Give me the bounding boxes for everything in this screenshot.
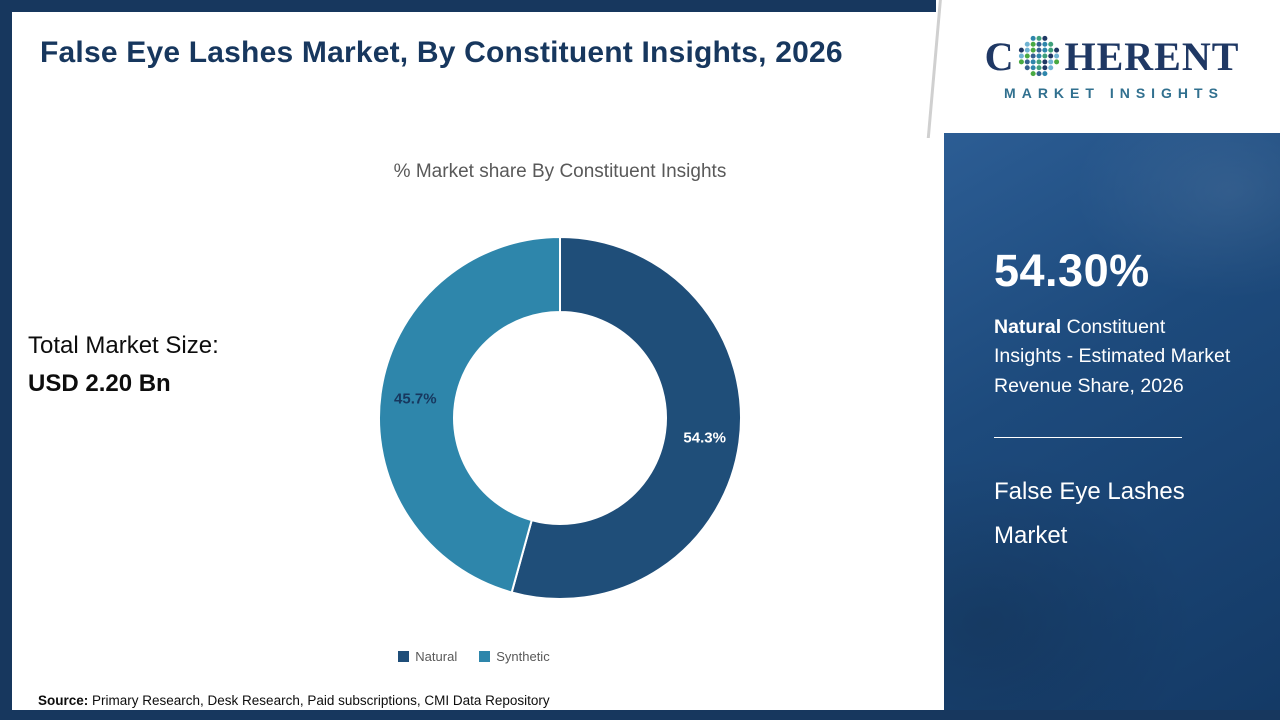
globe-dot bbox=[1025, 53, 1031, 59]
globe-dot bbox=[1042, 65, 1048, 71]
brand-logo: C HERENT MARKET INSIGHTS bbox=[944, 0, 1280, 133]
logo-divider bbox=[926, 0, 943, 138]
highlight-description: Natural Constituent Insights - Estimated… bbox=[994, 313, 1232, 401]
brand-letters-rest: HERENT bbox=[1064, 33, 1240, 79]
donut-slice-synthetic bbox=[378, 235, 561, 594]
source-line: Source: Primary Research, Desk Research,… bbox=[38, 693, 550, 708]
slice-label-natural: 54.3% bbox=[683, 430, 726, 447]
slice-label-synthetic: 45.7% bbox=[394, 390, 437, 407]
legend-item-synthetic: Synthetic bbox=[479, 649, 550, 664]
frame-top-bar bbox=[0, 0, 936, 12]
globe-dot bbox=[1036, 35, 1042, 41]
total-market-size-value: USD 2.20 Bn bbox=[28, 369, 171, 397]
legend-label-natural: Natural bbox=[415, 649, 458, 664]
legend-label-synthetic: Synthetic bbox=[496, 649, 550, 664]
globe-dot bbox=[1019, 59, 1025, 65]
sidebar-divider bbox=[994, 436, 1182, 438]
globe-dot bbox=[1042, 53, 1048, 59]
highlight-sidebar: 54.30% Natural Constituent Insights - Es… bbox=[944, 133, 1280, 710]
frame-left-bar bbox=[0, 0, 12, 720]
page-title: False Eye Lashes Market, By Constituent … bbox=[40, 36, 843, 69]
globe-dot bbox=[1019, 47, 1025, 53]
brand-letter-c: C bbox=[984, 33, 1015, 79]
globe-dot bbox=[1031, 65, 1037, 71]
globe-dot bbox=[1031, 35, 1037, 41]
brand-wordmark: C HERENT bbox=[985, 33, 1240, 80]
globe-dot bbox=[1036, 41, 1042, 47]
globe-dot bbox=[1036, 53, 1042, 59]
legend-swatch-natural bbox=[398, 651, 410, 662]
globe-dot bbox=[1048, 65, 1054, 71]
chart-title: % Market share By Constituent Insights bbox=[393, 161, 727, 182]
globe-dot bbox=[1019, 53, 1025, 59]
globe-dot bbox=[1054, 53, 1060, 59]
total-market-size-block: Total Market Size: USD 2.20 Bn bbox=[28, 327, 219, 403]
globe-dot bbox=[1025, 41, 1031, 47]
globe-dot bbox=[1031, 53, 1037, 59]
legend-swatch-synthetic bbox=[479, 651, 491, 662]
donut-chart: 54.3% 45.7% bbox=[378, 235, 742, 600]
highlight-description-rest: Constituent Insights - Estimated Market … bbox=[994, 316, 1231, 397]
globe-dots-icon bbox=[1019, 35, 1060, 77]
globe-dot bbox=[1031, 47, 1037, 53]
globe-dot bbox=[1048, 47, 1054, 53]
globe-dot bbox=[1036, 65, 1042, 71]
globe-dot bbox=[1054, 59, 1060, 65]
globe-dot bbox=[1025, 65, 1031, 71]
brand-subtitle: MARKET INSIGHTS bbox=[1004, 84, 1224, 101]
frame-bottom-bar bbox=[0, 710, 1280, 720]
highlight-value: 54.30% bbox=[994, 245, 1150, 296]
globe-dot bbox=[1042, 47, 1048, 53]
globe-dot bbox=[1025, 47, 1031, 53]
highlight-segment-name: Natural bbox=[994, 316, 1062, 338]
donut-slice-natural bbox=[510, 235, 742, 600]
globe-dot bbox=[1036, 47, 1042, 53]
globe-dot bbox=[1031, 71, 1037, 77]
globe-dot bbox=[1042, 35, 1048, 41]
globe-dot bbox=[1048, 59, 1054, 65]
globe-dot bbox=[1042, 59, 1048, 65]
source-text: Primary Research, Desk Research, Paid su… bbox=[88, 693, 550, 708]
globe-dot bbox=[1048, 53, 1054, 59]
globe-dot bbox=[1054, 47, 1060, 53]
donut-chart-container: 54.3% 45.7% bbox=[375, 233, 745, 603]
globe-dot bbox=[1042, 41, 1048, 47]
globe-dot bbox=[1042, 71, 1048, 77]
total-market-size-label: Total Market Size: bbox=[28, 332, 219, 359]
chart-legend: Natural Synthetic bbox=[12, 649, 936, 664]
legend-item-natural: Natural bbox=[398, 649, 457, 664]
sidebar-market-name: False Eye Lashes Market bbox=[994, 477, 1185, 550]
globe-dot bbox=[1031, 41, 1037, 47]
globe-dot bbox=[1031, 59, 1037, 65]
globe-dot bbox=[1036, 59, 1042, 65]
globe-dot bbox=[1025, 59, 1031, 65]
source-label: Source: bbox=[38, 693, 89, 708]
globe-dot bbox=[1036, 71, 1042, 77]
globe-dot bbox=[1048, 41, 1054, 47]
